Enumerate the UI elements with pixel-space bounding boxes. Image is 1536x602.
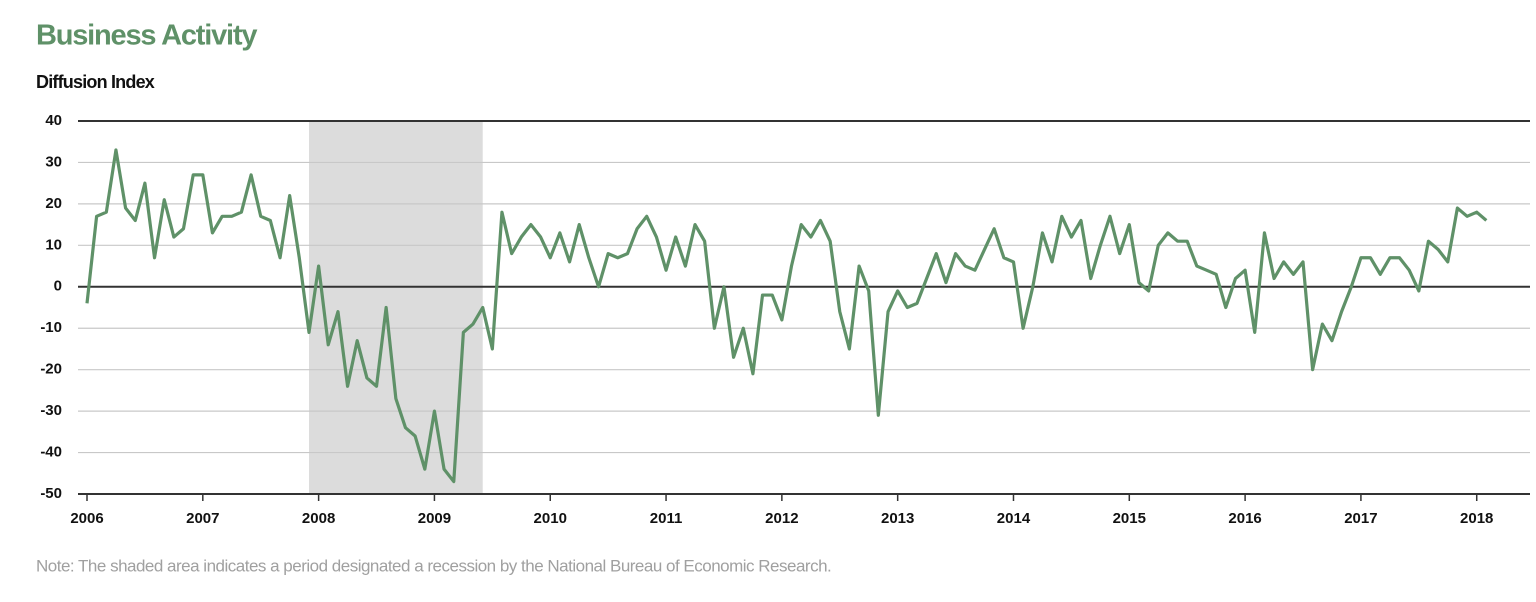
y-tick-label: 10 bbox=[45, 236, 62, 253]
y-tick-label: 40 bbox=[45, 112, 62, 129]
y-tick-label: -50 bbox=[40, 485, 62, 502]
x-tick-label: 2013 bbox=[881, 510, 914, 527]
x-tick-label: 2011 bbox=[650, 510, 683, 527]
x-tick-label: 2008 bbox=[302, 510, 335, 527]
x-tick-label: 2018 bbox=[1460, 510, 1493, 527]
y-tick-label: 0 bbox=[54, 278, 62, 295]
x-tick-label: 2006 bbox=[70, 510, 103, 527]
x-tick-label: 2009 bbox=[418, 510, 451, 527]
data-line bbox=[85, 148, 1488, 484]
y-tick-label: -30 bbox=[40, 402, 62, 419]
y-tick-label: 20 bbox=[45, 195, 62, 212]
note: Note: The shaded area indicates a period… bbox=[36, 556, 831, 575]
x-tick-label: 2017 bbox=[1344, 510, 1377, 527]
chart-title: Business Activity bbox=[36, 20, 257, 52]
y-tick-label: 30 bbox=[45, 153, 62, 170]
x-tick-label: 2014 bbox=[997, 510, 1031, 527]
x-tick-label: 2010 bbox=[534, 510, 567, 527]
y-tick-label: -10 bbox=[40, 319, 62, 336]
x-tick-label: 2007 bbox=[186, 510, 219, 527]
y-tick-label: -20 bbox=[40, 361, 62, 378]
x-tick-label: 2012 bbox=[765, 510, 798, 527]
x-tick-label: 2016 bbox=[1228, 510, 1261, 527]
recession-shade bbox=[309, 121, 483, 494]
x-tick-label: 2015 bbox=[1113, 510, 1146, 527]
y-tick-label: -40 bbox=[40, 444, 62, 461]
axis-subtitle: Diffusion Index bbox=[36, 72, 155, 92]
